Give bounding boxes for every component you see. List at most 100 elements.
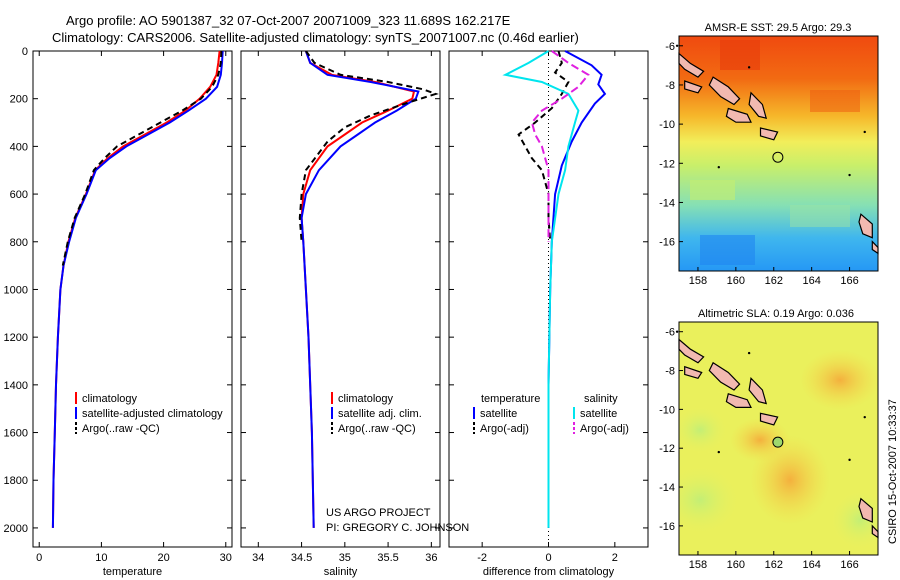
sst-map-frame <box>678 35 879 272</box>
sst-map-ytick-label: -16 <box>659 237 675 249</box>
temperature-legend-label: climatology <box>82 393 138 405</box>
sst-map-island <box>759 127 779 141</box>
temperature-series-1 <box>51 50 224 528</box>
temperature-xlabel: temperature <box>103 566 162 578</box>
sst-map-island <box>725 107 752 123</box>
credit-pi: PI: GREGORY C. JOHNSON <box>326 522 469 534</box>
temperature-series-2 <box>61 50 223 266</box>
sst-map-field <box>679 36 878 271</box>
sst-map-island <box>748 91 768 120</box>
difference-series-2 <box>502 50 580 528</box>
temperature-ytick-label: 1400 <box>4 380 28 392</box>
temperature-axes-box <box>32 50 233 548</box>
difference-legend-label: satellite <box>580 408 617 420</box>
sla-map-island <box>748 377 768 405</box>
header-line-1: Argo profile: AO 5901387_32 07-Oct-2007 … <box>66 13 511 28</box>
sst-map-argo-marker <box>772 151 784 163</box>
temperature-legend: climatology satellite-adjusted climatolog… <box>75 392 223 435</box>
temperature-xtick-label: 10 <box>95 552 107 564</box>
salinity-legend: climatology satellite adj. clim. Argo(..ra… <box>331 392 422 435</box>
sst-map-islet <box>717 166 720 169</box>
credit-project: US ARGO PROJECT <box>326 507 431 519</box>
difference-xtick-label: 2 <box>612 552 618 564</box>
difference-series-1 <box>517 50 570 242</box>
sst-map-xtick-label: 160 <box>727 275 745 287</box>
sst-map-xtick-label: 158 <box>689 275 707 287</box>
sla-map-island <box>684 365 703 380</box>
sla-map-title: Altimetric SLA: 0.19 Argo: 0.036 <box>698 308 854 320</box>
sla-map-islet <box>863 415 866 419</box>
temperature-legend-label: Argo(..raw -QC) <box>82 423 160 435</box>
sla-map-islet <box>848 458 851 462</box>
salinity-xtick-label: 35 <box>339 552 351 564</box>
salinity-xtick-label: 34.5 <box>291 552 312 564</box>
sla-map-xtick-label: 164 <box>802 559 820 571</box>
sst-map-island <box>858 213 873 239</box>
sst-map-islands <box>675 44 879 255</box>
sst-map-ytick-label: -8 <box>665 80 675 92</box>
difference-series-3 <box>530 50 590 242</box>
salinity-axes-box <box>240 50 441 548</box>
difference-xtick-label: 0 <box>545 552 551 564</box>
sla-map-xtick-label: 158 <box>689 559 707 571</box>
temperature-ytick-label: 1200 <box>4 332 28 344</box>
temperature-xtick-label: 0 <box>36 552 42 564</box>
sla-map-ytick-label: -14 <box>659 482 675 494</box>
difference-legend-label: Argo(-adj) <box>480 423 529 435</box>
temperature-ytick-label: 200 <box>10 94 28 106</box>
sla-map-ytick-label: -8 <box>665 366 675 378</box>
temperature-ytick-label: 600 <box>10 189 28 201</box>
sst-map-title: AMSR-E SST: 29.5 Argo: 29.3 <box>705 22 852 34</box>
temperature-xtick-label: 30 <box>220 552 232 564</box>
salinity-xtick-label: 34 <box>252 552 264 564</box>
sst-map-ytick-label: -14 <box>659 197 675 209</box>
sla-map-frame <box>678 321 879 556</box>
temperature-legend-label: satellite-adjusted climatology <box>82 408 223 420</box>
salinity-xtick-label: 36 <box>425 552 437 564</box>
temperature-ytick-label: 0 <box>22 46 28 58</box>
salinity-xlabel: salinity <box>324 566 358 578</box>
difference-legend-label: Argo(-adj) <box>580 423 629 435</box>
sst-map-ytick-label: -10 <box>659 119 675 131</box>
sst-map-island <box>684 80 703 94</box>
temperature-ytick-label: 1000 <box>4 284 28 296</box>
temperature-ytick-label: 1600 <box>4 428 28 440</box>
sst-map-axes: 158 160 162 164 166 -6 -8 -10 -12 -14 -16 <box>659 41 859 287</box>
sst-map-islet <box>675 44 679 47</box>
sst-map-xtick-label: 164 <box>802 275 820 287</box>
temperature-ytick-label: 2000 <box>4 523 28 535</box>
header-line-2: Climatology: CARS2006. Satellite-adjuste… <box>52 30 579 45</box>
timestamp: CSIRO 15-Oct-2007 10:33:37 <box>887 399 899 544</box>
difference-xlabel: difference from climatology <box>483 566 615 578</box>
sla-map-ytick-label: -6 <box>665 327 675 339</box>
sla-map-ytick-label: -12 <box>659 443 675 455</box>
sla-map-axes: 158 160 162 164 166 -6 -8 -10 -12 -14 -16 <box>659 327 859 571</box>
salinity-xtick-label: 35.5 <box>377 552 398 564</box>
salinity-legend-label: satellite adj. clim. <box>338 408 422 420</box>
sla-map-islands <box>675 330 879 539</box>
salinity-legend-label: Argo(..raw -QC) <box>338 423 416 435</box>
difference-xtick-label: -2 <box>477 552 487 564</box>
sst-map-islet <box>848 173 851 177</box>
sla-map-island <box>759 412 779 426</box>
sla-map-island <box>708 361 741 391</box>
sla-map-ytick-label: -10 <box>659 404 675 416</box>
salinity-panel: 34 34.5 35 35.5 36 salinity climatology satelli… <box>240 50 441 578</box>
sst-map-xtick-label: 162 <box>765 275 783 287</box>
salinity-legend-label: climatology <box>338 393 394 405</box>
sla-map-argo-marker <box>772 436 784 448</box>
sst-map-islet <box>863 130 866 134</box>
sst-map-island <box>708 76 741 106</box>
difference-legend: temperature salinity satellite Argo(-adj) sa… <box>473 393 629 435</box>
difference-legend-label: satellite <box>480 408 517 420</box>
sla-map-xtick-label: 160 <box>727 559 745 571</box>
difference-panel: -2 0 2 difference from climatology temperatu… <box>448 50 649 578</box>
sst-map-ytick-label: -6 <box>665 41 675 53</box>
sla-map-island <box>725 393 752 408</box>
temperature-ytick-label: 1800 <box>4 475 28 487</box>
difference-legend-salinity-title: salinity <box>584 393 618 405</box>
sla-map-islet <box>675 330 679 333</box>
sst-map-ytick-label: -12 <box>659 158 675 170</box>
sla-map-ytick-label: -16 <box>659 521 675 533</box>
